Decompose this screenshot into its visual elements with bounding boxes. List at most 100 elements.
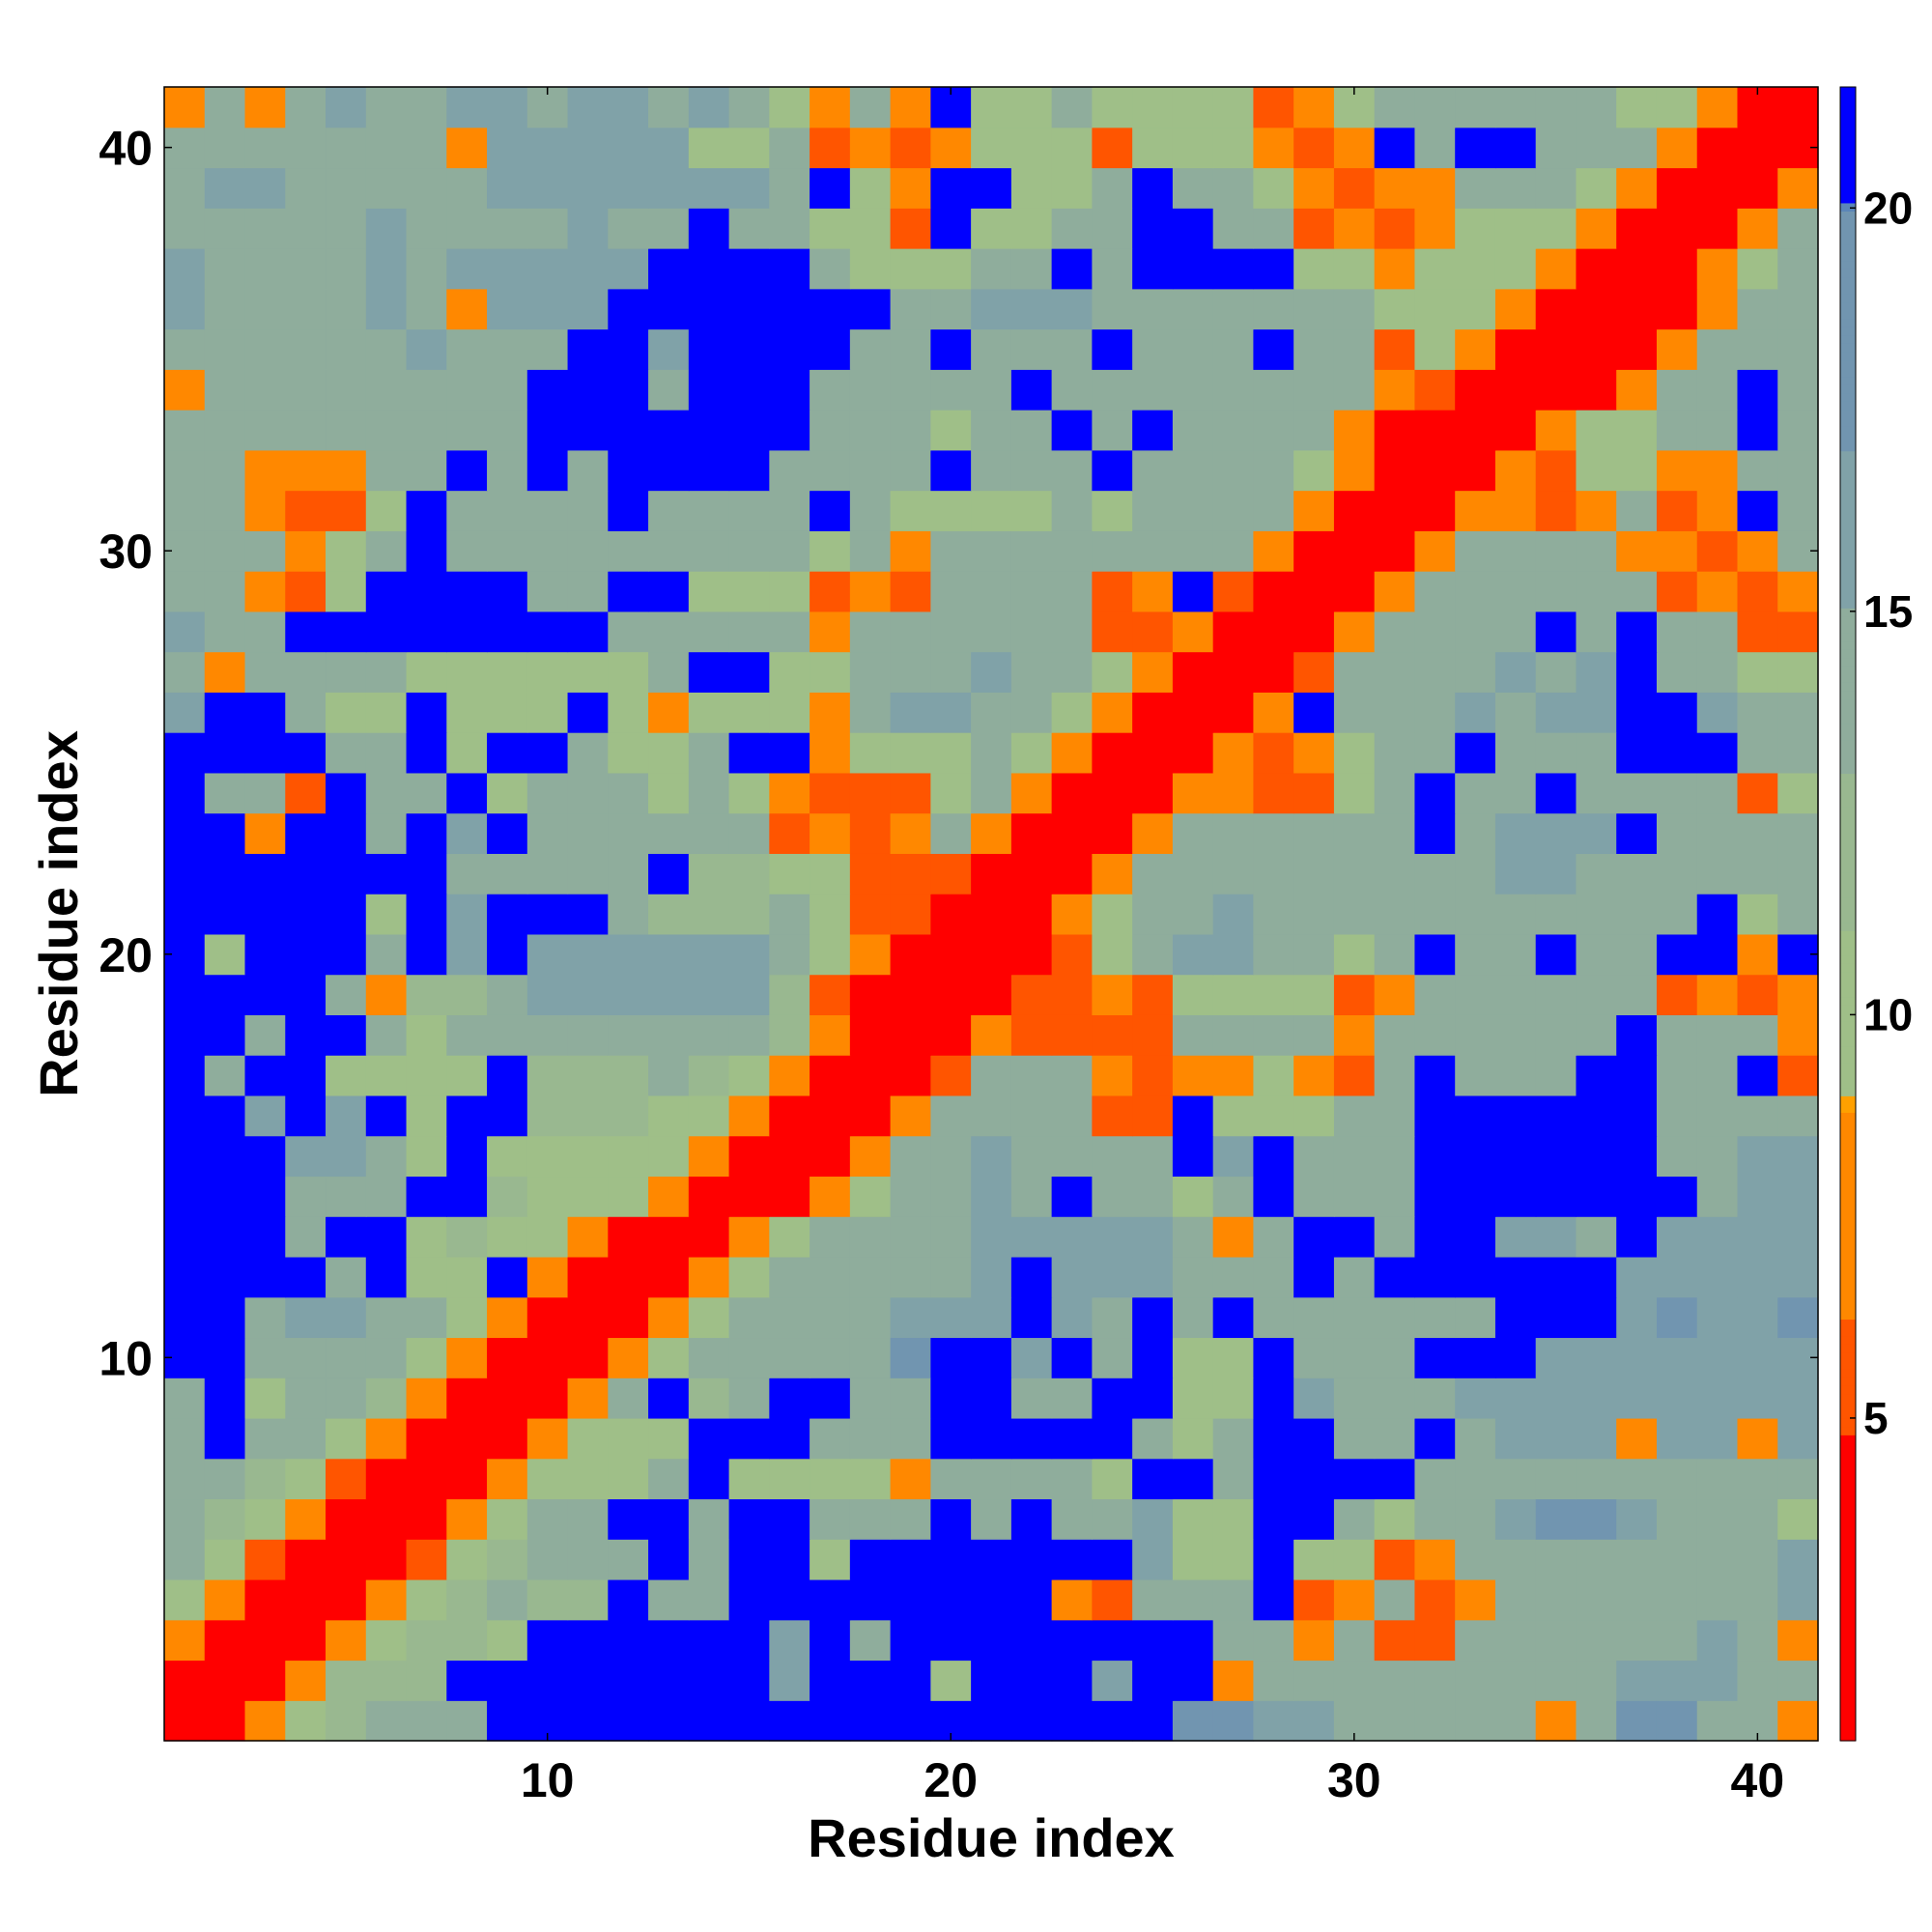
heatmap-cell <box>1696 1660 1739 1701</box>
heatmap-cell <box>890 772 931 814</box>
heatmap-cell <box>608 1578 649 1621</box>
heatmap-cell <box>1576 1055 1617 1096</box>
heatmap-cell <box>567 894 609 935</box>
colorbar-segment <box>1840 492 1856 501</box>
heatmap-cell <box>688 1256 730 1298</box>
heatmap-cell <box>728 571 770 612</box>
heatmap-cell <box>1494 812 1537 854</box>
heatmap-cell <box>1051 1660 1093 1701</box>
colorbar-segment <box>1840 764 1856 775</box>
heatmap-cell <box>728 1055 770 1096</box>
heatmap-cell <box>1737 248 1778 290</box>
heatmap-cell <box>1455 1176 1496 1217</box>
heatmap-cell <box>1010 571 1053 612</box>
heatmap-cell <box>1132 894 1174 935</box>
heatmap-cell <box>1212 571 1255 612</box>
heatmap-cell <box>1737 490 1778 531</box>
heatmap-cell <box>567 1539 609 1580</box>
heatmap-cell <box>728 611 770 653</box>
heatmap-cell <box>1494 571 1537 612</box>
heatmap-cell <box>1576 87 1617 128</box>
colorbar-segment <box>1840 1037 1856 1047</box>
heatmap-cell <box>1656 1539 1698 1580</box>
heatmap-cell <box>1374 1660 1416 1701</box>
heatmap-cell <box>890 1660 931 1701</box>
heatmap-cell <box>1051 853 1093 895</box>
heatmap-cell <box>446 1176 488 1217</box>
heatmap-cell <box>1212 1458 1255 1500</box>
heatmap-cell <box>164 611 206 653</box>
heatmap-cell <box>890 1619 931 1662</box>
heatmap-cell <box>326 1135 367 1178</box>
heatmap-cell <box>1535 933 1577 976</box>
heatmap-cell <box>1696 812 1739 854</box>
heatmap-cell <box>728 894 770 935</box>
heatmap-cell <box>1374 1296 1416 1339</box>
heatmap-cell <box>1737 1296 1778 1339</box>
heatmap-cell <box>164 651 206 693</box>
heatmap-cell <box>688 167 730 209</box>
heatmap-cell <box>1293 1660 1335 1701</box>
heatmap-cell <box>1576 1660 1617 1701</box>
heatmap-cell <box>406 772 447 814</box>
heatmap-cell <box>1616 288 1658 330</box>
colorbar-segment <box>1840 1351 1856 1361</box>
heatmap-cell <box>890 1135 931 1178</box>
heatmap-cell <box>1374 288 1416 330</box>
heatmap-cell <box>930 974 972 1015</box>
heatmap-cell <box>1132 1256 1174 1298</box>
heatmap-cell <box>1777 167 1819 209</box>
colorbar-segment <box>1840 276 1856 287</box>
heatmap-cell <box>164 1055 206 1096</box>
heatmap-cell <box>728 369 770 411</box>
heatmap-cell <box>1132 127 1174 169</box>
heatmap-cell <box>1374 127 1416 169</box>
heatmap-cell <box>1092 1619 1133 1662</box>
colorbar-segment <box>1840 1500 1856 1510</box>
heatmap-cell <box>1333 974 1376 1015</box>
colorbar-segment <box>1840 1310 1856 1321</box>
heatmap-cell <box>204 1700 246 1742</box>
heatmap-cell <box>1092 449 1133 492</box>
heatmap-cell <box>406 853 447 895</box>
heatmap-cell <box>810 812 851 854</box>
heatmap-cell <box>728 692 770 733</box>
heatmap-cell <box>365 167 408 209</box>
heatmap-cell <box>204 87 246 128</box>
heatmap-cell <box>810 288 851 330</box>
colorbar-segment <box>1840 1517 1856 1527</box>
heatmap-cell <box>1293 1256 1335 1298</box>
heatmap-cell <box>930 1337 972 1378</box>
heatmap-cell <box>728 1216 770 1258</box>
heatmap-cell <box>1172 812 1214 854</box>
heatmap-cell <box>365 530 408 572</box>
heatmap-cell <box>526 410 569 451</box>
heatmap-cell <box>406 812 447 854</box>
heatmap-cell <box>526 1619 569 1662</box>
heatmap-cell <box>1576 369 1617 411</box>
heatmap-cell <box>1092 87 1133 128</box>
heatmap-cell <box>526 167 569 209</box>
heatmap-cell <box>244 127 286 169</box>
colorbar-segment <box>1840 202 1856 212</box>
heatmap-cell <box>244 369 286 411</box>
heatmap-cell <box>1132 208 1174 249</box>
heatmap-cell <box>1576 1417 1617 1460</box>
heatmap-cell <box>810 1055 851 1096</box>
heatmap-cell <box>244 288 286 330</box>
heatmap-cell <box>1616 1417 1658 1460</box>
heatmap-cell <box>1253 449 1294 492</box>
heatmap-cell <box>930 1378 972 1419</box>
heatmap-cell <box>849 530 892 572</box>
y-tick-label: 10 <box>99 1331 153 1385</box>
colorbar-segment <box>1840 178 1856 187</box>
heatmap-cell <box>769 1176 810 1217</box>
colorbar-segment <box>1840 1186 1856 1196</box>
colorbar-tick-label: 20 <box>1863 183 1913 233</box>
heatmap-cell <box>1414 1498 1456 1540</box>
heatmap-cell <box>1494 87 1537 128</box>
heatmap-cell <box>1172 1498 1214 1540</box>
heatmap-cell <box>487 167 528 209</box>
heatmap-cell <box>1737 127 1778 169</box>
heatmap-cell <box>688 1417 730 1460</box>
